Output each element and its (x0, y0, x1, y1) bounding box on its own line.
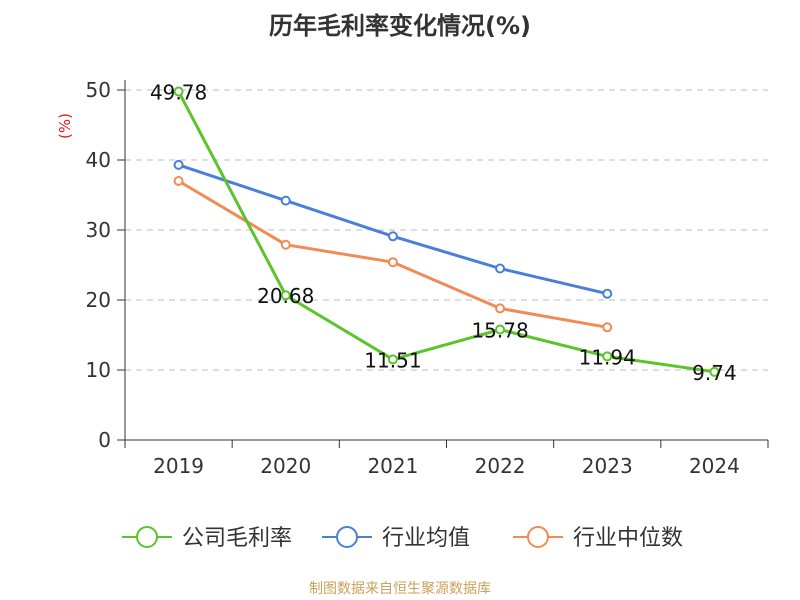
y-tick-label: 50 (86, 78, 111, 102)
axes: 0 10 20 30 40 50 2019 2020 2021 2022 2023 2024 (86, 78, 769, 478)
x-tick-label: 2021 (367, 454, 418, 478)
data-label: 20.68 (257, 284, 314, 308)
x-tick-label: 2022 (475, 454, 526, 478)
data-label: 11.51 (364, 348, 421, 372)
legend-label: 行业均值 (382, 526, 470, 551)
data-point[interactable] (495, 263, 506, 274)
y-axis-label: (%) (56, 113, 74, 139)
legend-item[interactable]: 公司毛利率 (122, 526, 292, 551)
data-labels: 49.78 20.68 11.51 15.78 11.94 9.74 (150, 81, 737, 385)
data-point[interactable] (173, 176, 184, 186)
y-tick-label: 20 (86, 288, 111, 312)
data-point[interactable] (495, 324, 506, 335)
source-note: 制图数据来自恒生聚源数据库 (309, 581, 491, 597)
data-point[interactable] (173, 86, 184, 97)
series-line (178, 163, 608, 296)
data-point[interactable] (602, 351, 613, 362)
x-tick-label: 2019 (153, 454, 204, 478)
legend-marker (527, 526, 549, 548)
series-layer (173, 86, 720, 377)
data-point[interactable] (495, 303, 506, 314)
y-tick-label: 10 (86, 358, 111, 382)
data-label: 49.78 (150, 81, 207, 105)
legend-marker (136, 526, 158, 548)
data-point[interactable] (602, 288, 613, 299)
legend: 公司毛利率 行业均值 行业中位数 (122, 526, 683, 551)
x-tick-label: 2023 (582, 454, 633, 478)
series-line (177, 90, 715, 374)
data-point[interactable] (280, 195, 291, 206)
legend-item[interactable]: 行业均值 (322, 526, 470, 551)
chart-title: 历年毛利率变化情况(%) (269, 12, 531, 40)
data-point[interactable] (709, 366, 720, 377)
series-1 (173, 159, 613, 299)
data-point[interactable] (387, 257, 398, 268)
legend-label: 公司毛利率 (182, 526, 292, 551)
data-point[interactable] (387, 354, 398, 365)
data-point[interactable] (173, 159, 184, 170)
data-label: 15.78 (471, 319, 528, 343)
series-0 (173, 86, 720, 377)
legend-marker (336, 526, 358, 548)
y-tick-label: 0 (98, 428, 111, 452)
data-point[interactable] (280, 290, 291, 301)
data-label: 11.94 (579, 345, 636, 369)
data-point[interactable] (602, 322, 613, 333)
legend-label: 行业中位数 (573, 526, 683, 551)
x-tick-label: 2024 (689, 454, 740, 478)
y-tick-label: 40 (86, 148, 111, 172)
series-2 (173, 176, 613, 333)
data-point[interactable] (387, 231, 398, 242)
gridlines (125, 89, 768, 371)
x-tick-label: 2020 (260, 454, 311, 478)
data-label: 9.74 (692, 361, 737, 385)
y-tick-label: 30 (86, 218, 111, 242)
data-point[interactable] (280, 239, 291, 250)
legend-item[interactable]: 行业中位数 (513, 526, 683, 551)
series-line (177, 179, 608, 329)
